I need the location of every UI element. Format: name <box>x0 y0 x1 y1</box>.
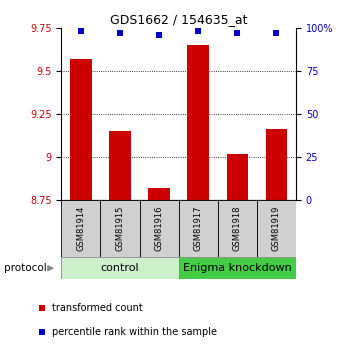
Point <box>78 28 84 34</box>
Text: transformed count: transformed count <box>52 303 143 313</box>
Point <box>234 30 240 36</box>
Bar <box>218 200 257 257</box>
Text: protocol: protocol <box>4 263 46 273</box>
Bar <box>179 257 296 279</box>
Bar <box>70 59 92 200</box>
Bar <box>109 131 131 200</box>
Text: percentile rank within the sample: percentile rank within the sample <box>52 327 217 337</box>
Text: control: control <box>101 263 139 273</box>
Bar <box>148 188 170 200</box>
Text: GSM81914: GSM81914 <box>77 206 86 251</box>
Point <box>156 32 162 37</box>
Bar <box>179 200 218 257</box>
Bar <box>257 200 296 257</box>
Text: GSM81917: GSM81917 <box>194 206 203 251</box>
Point <box>274 30 279 36</box>
Point <box>117 30 123 36</box>
Bar <box>187 45 209 200</box>
Bar <box>266 129 287 200</box>
Text: GSM81919: GSM81919 <box>272 206 281 251</box>
Point <box>39 305 44 310</box>
Text: Enigma knockdown: Enigma knockdown <box>183 263 292 273</box>
Bar <box>61 257 179 279</box>
Text: GSM81916: GSM81916 <box>155 206 164 251</box>
Text: GSM81915: GSM81915 <box>116 206 125 251</box>
Point <box>39 329 44 334</box>
Bar <box>61 200 100 257</box>
Point <box>195 28 201 34</box>
Bar <box>140 200 179 257</box>
Text: GSM81918: GSM81918 <box>233 206 242 251</box>
Bar <box>227 154 248 200</box>
Title: GDS1662 / 154635_at: GDS1662 / 154635_at <box>110 13 247 27</box>
Bar <box>100 200 140 257</box>
